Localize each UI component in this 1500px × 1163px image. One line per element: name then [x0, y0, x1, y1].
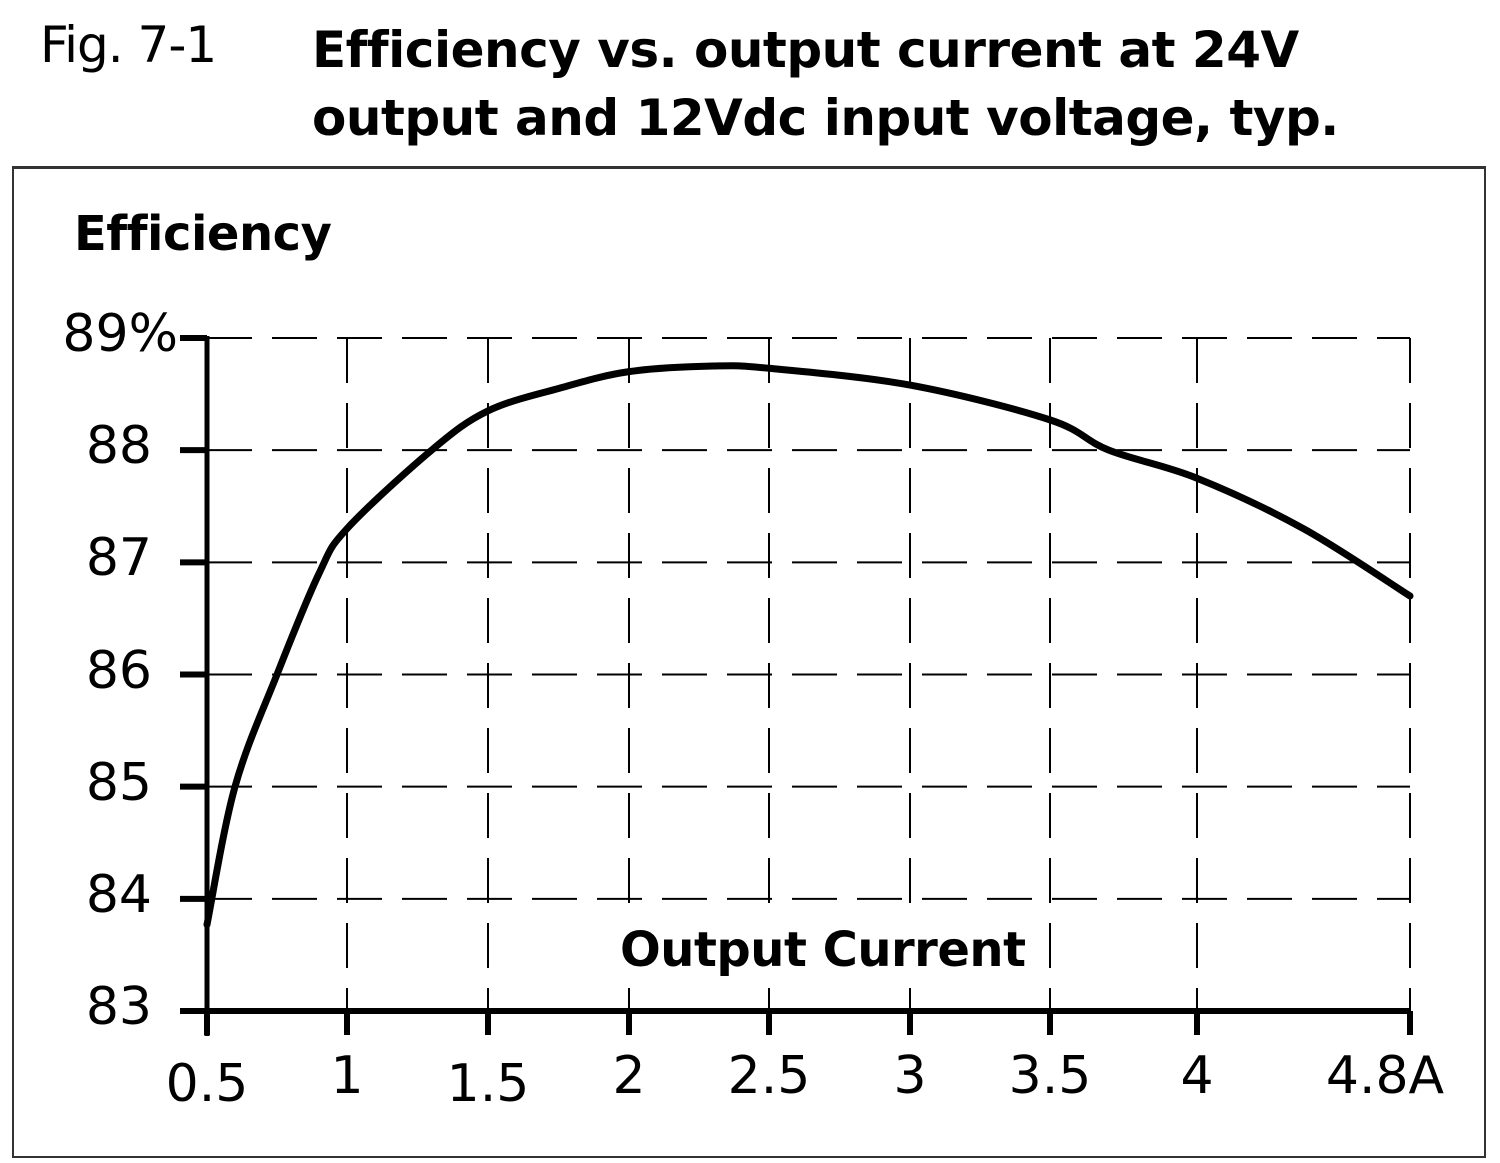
- efficiency-curve: [203, 362, 1414, 929]
- x-tick-label: 1: [330, 1046, 364, 1106]
- x-tick-label: 4: [1180, 1046, 1214, 1106]
- y-tick-label: 85: [85, 752, 152, 813]
- y-tick-label: 87: [85, 528, 152, 589]
- grid-lines: [207, 337, 1411, 1011]
- x-tick-label: 2.5: [727, 1046, 811, 1106]
- y-tick-label: 89%: [62, 304, 178, 364]
- y-tick-label: 88: [85, 416, 152, 477]
- figure-label: Fig. 7-1: [40, 16, 217, 74]
- y-tick-label: 86: [85, 640, 152, 701]
- figure-title-line-1: Efficiency vs. output current at 24V: [312, 21, 1299, 79]
- x-tick-label: 0.5: [165, 1054, 249, 1114]
- y-tick-label: 84: [85, 864, 152, 925]
- figure-title-line-2: output and 12Vdc input voltage, typ.: [312, 89, 1339, 147]
- x-axis-title: Output Current: [618, 922, 1028, 978]
- y-axis-title: Efficiency: [74, 206, 332, 262]
- axes: [180, 335, 1413, 1036]
- x-tick-label: 3.5: [1008, 1046, 1092, 1106]
- x-tick-label: 1.5: [446, 1054, 530, 1114]
- x-tick-label: 3: [893, 1046, 927, 1106]
- figure-title: Efficiency vs. output current at 24V out…: [312, 16, 1339, 152]
- chart-frame: [12, 166, 1486, 1158]
- x-tick-label: 2: [612, 1046, 646, 1106]
- x-tick-label: 4.8A: [1325, 1046, 1445, 1106]
- y-tick-label: 83: [85, 977, 152, 1037]
